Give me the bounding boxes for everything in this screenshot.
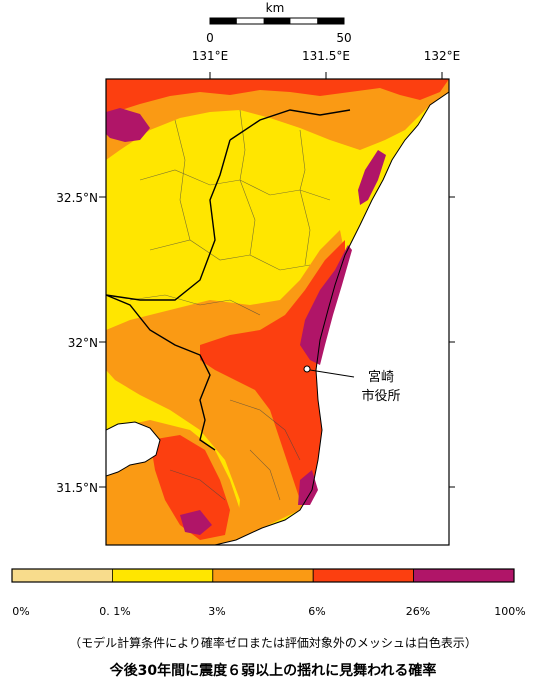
lat-label-31-5: 31.5°N bbox=[56, 481, 98, 495]
scale-bar-label-0: 0 bbox=[206, 31, 214, 45]
legend-swatch-3 bbox=[312, 568, 415, 583]
legend-swatch-0 bbox=[11, 568, 113, 583]
lon-label-131-5: 131.5°E bbox=[302, 49, 350, 63]
scale-bar: km 0 50 bbox=[206, 1, 351, 45]
land-purple-sw bbox=[180, 510, 212, 535]
legend-label-3: 6% bbox=[308, 605, 325, 618]
scale-bar-unit: km bbox=[266, 1, 285, 15]
land-purple-north-coast bbox=[358, 150, 386, 205]
prefecture-boundaries bbox=[106, 109, 351, 451]
land-red-north bbox=[106, 79, 449, 118]
municipal-boundaries bbox=[129, 109, 331, 501]
probability-map bbox=[106, 79, 449, 545]
legend-label-2: 3% bbox=[208, 605, 225, 618]
city-label-line2: 市役所 bbox=[361, 388, 400, 404]
lat-label-32-5: 32.5°N bbox=[56, 191, 98, 205]
land-red-coast bbox=[200, 240, 345, 500]
coastline bbox=[214, 91, 449, 545]
city-label-line1: 宮崎 bbox=[368, 369, 394, 385]
scale-bar-label-50: 50 bbox=[336, 31, 351, 45]
lon-label-131: 131°E bbox=[192, 49, 229, 63]
land-purple-coast bbox=[300, 245, 352, 365]
land-purple-south bbox=[298, 470, 318, 505]
legend-label-5: 100% bbox=[494, 605, 525, 618]
axis-ticks bbox=[99, 72, 455, 488]
map-caption: 今後30年間に震度６弱以上の揺れに見舞われる確率 bbox=[109, 663, 437, 679]
lat-label-32: 32°N bbox=[68, 336, 98, 350]
land-red-sw bbox=[150, 435, 230, 540]
bay-coastline bbox=[106, 421, 161, 477]
legend-label-4: 26% bbox=[406, 605, 430, 618]
map-frame bbox=[105, 78, 450, 546]
footnote: （モデル計算条件により確率ゼロまたは評価対象外のメッシュは白色表示） bbox=[69, 636, 477, 650]
legend-swatch-2 bbox=[212, 568, 314, 583]
legend-label-0: 0% bbox=[12, 605, 29, 618]
legend: 0% 0. 1% 3% 6% 26% 100% bbox=[11, 568, 526, 618]
legend-swatch-1 bbox=[112, 568, 214, 583]
miyazaki-city-hall-marker: 宮崎 市役所 bbox=[303, 365, 401, 404]
legend-label-1: 0. 1% bbox=[99, 605, 130, 618]
land-purple-nw bbox=[106, 108, 150, 142]
land-orange-central bbox=[106, 230, 345, 540]
land-orange-north bbox=[106, 79, 449, 160]
kagoshima-bay bbox=[106, 422, 160, 476]
legend-swatch-4 bbox=[413, 568, 515, 583]
lon-label-132: 132°E bbox=[424, 49, 461, 63]
